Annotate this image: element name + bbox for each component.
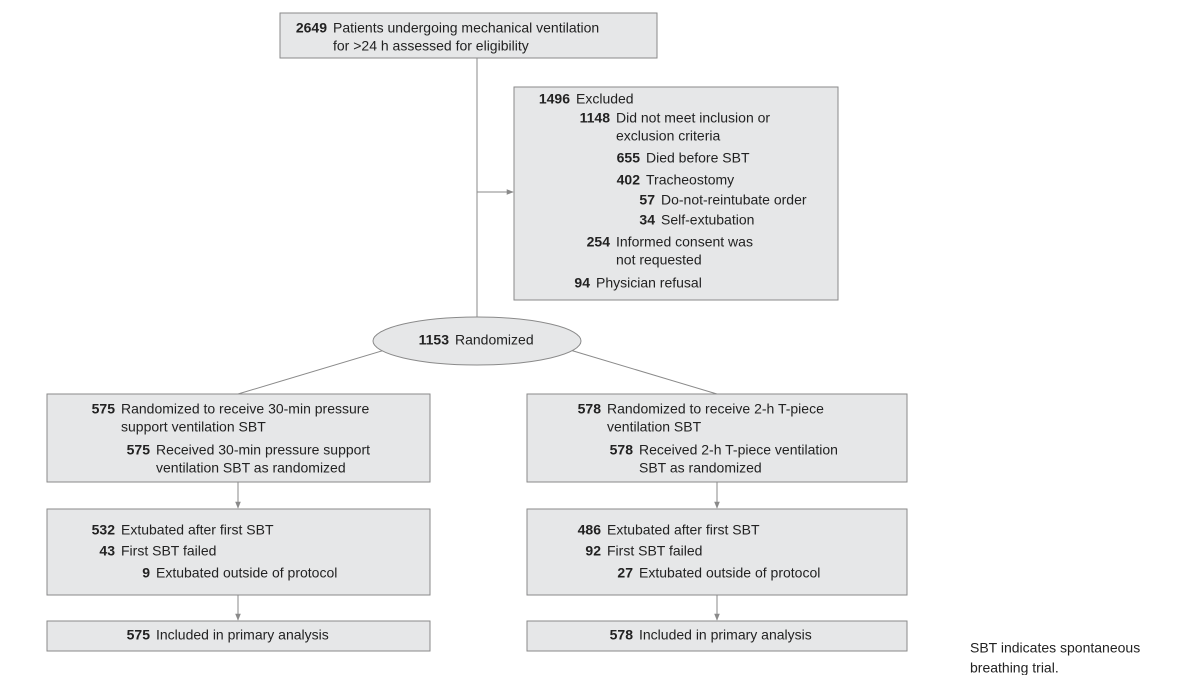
label: First SBT failed (121, 543, 216, 559)
label: Died before SBT (646, 150, 750, 166)
footnote: SBT indicates spontaneous (970, 640, 1140, 656)
label: Randomized to receive 30-min pressure (121, 401, 369, 417)
label: not requested (616, 252, 702, 268)
count: 92 (585, 543, 601, 559)
count: 57 (639, 192, 655, 208)
label: Randomized to receive 2-h T-piece (607, 401, 824, 417)
label: Informed consent was (616, 234, 753, 250)
label: Physician refusal (596, 275, 702, 291)
count: 9 (142, 565, 150, 581)
connector (569, 349, 718, 395)
count: 578 (610, 442, 634, 458)
label: for >24 h assessed for eligibility (333, 38, 529, 54)
label: Randomized (455, 332, 534, 348)
label: Excluded (576, 91, 634, 107)
count: 1153 (419, 332, 450, 348)
node-box (526, 508, 908, 596)
node-box (526, 393, 908, 483)
node-box (526, 620, 908, 652)
label: Included in primary analysis (639, 627, 812, 643)
label: Extubated outside of protocol (639, 565, 820, 581)
count: 1148 (580, 110, 611, 126)
label: support ventilation SBT (121, 419, 266, 435)
count: 486 (578, 522, 602, 538)
label: Received 2-h T-piece ventilation (639, 442, 838, 458)
node-ellipse (372, 316, 582, 366)
node-box (46, 393, 431, 483)
connectors (235, 58, 720, 621)
label: SBT as randomized (639, 460, 762, 476)
label: Extubated after first SBT (121, 522, 274, 538)
node-box (46, 620, 431, 652)
label: First SBT failed (607, 543, 702, 559)
count: 43 (99, 543, 115, 559)
count: 402 (617, 172, 641, 188)
count: 27 (617, 565, 633, 581)
label: ventilation SBT (607, 419, 702, 435)
count: 1496 (539, 91, 570, 107)
label: ventilation SBT as randomized (156, 460, 346, 476)
label: Self-extubation (661, 212, 754, 228)
label: Do-not-reintubate order (661, 192, 807, 208)
count: 575 (92, 401, 116, 417)
node-box (513, 86, 839, 301)
label: Tracheostomy (646, 172, 734, 188)
node-box (46, 508, 431, 596)
count: 575 (127, 442, 151, 458)
count: 655 (617, 150, 641, 166)
node-box (279, 12, 658, 59)
footnote: breathing trial. (970, 660, 1059, 675)
label: exclusion criteria (616, 128, 720, 144)
connector (237, 349, 386, 395)
label: Extubated after first SBT (607, 522, 760, 538)
count: 578 (610, 627, 634, 643)
count: 532 (92, 522, 116, 538)
count: 94 (574, 275, 590, 291)
count: 34 (639, 212, 655, 228)
label: Included in primary analysis (156, 627, 329, 643)
count: 2649 (296, 20, 327, 36)
label: Did not meet inclusion or (616, 110, 770, 126)
count: 254 (587, 234, 611, 250)
label: Patients undergoing mechanical ventilati… (333, 20, 599, 36)
count: 578 (578, 401, 602, 417)
count: 575 (127, 627, 151, 643)
label: Extubated outside of protocol (156, 565, 337, 581)
label: Received 30-min pressure support (156, 442, 370, 458)
